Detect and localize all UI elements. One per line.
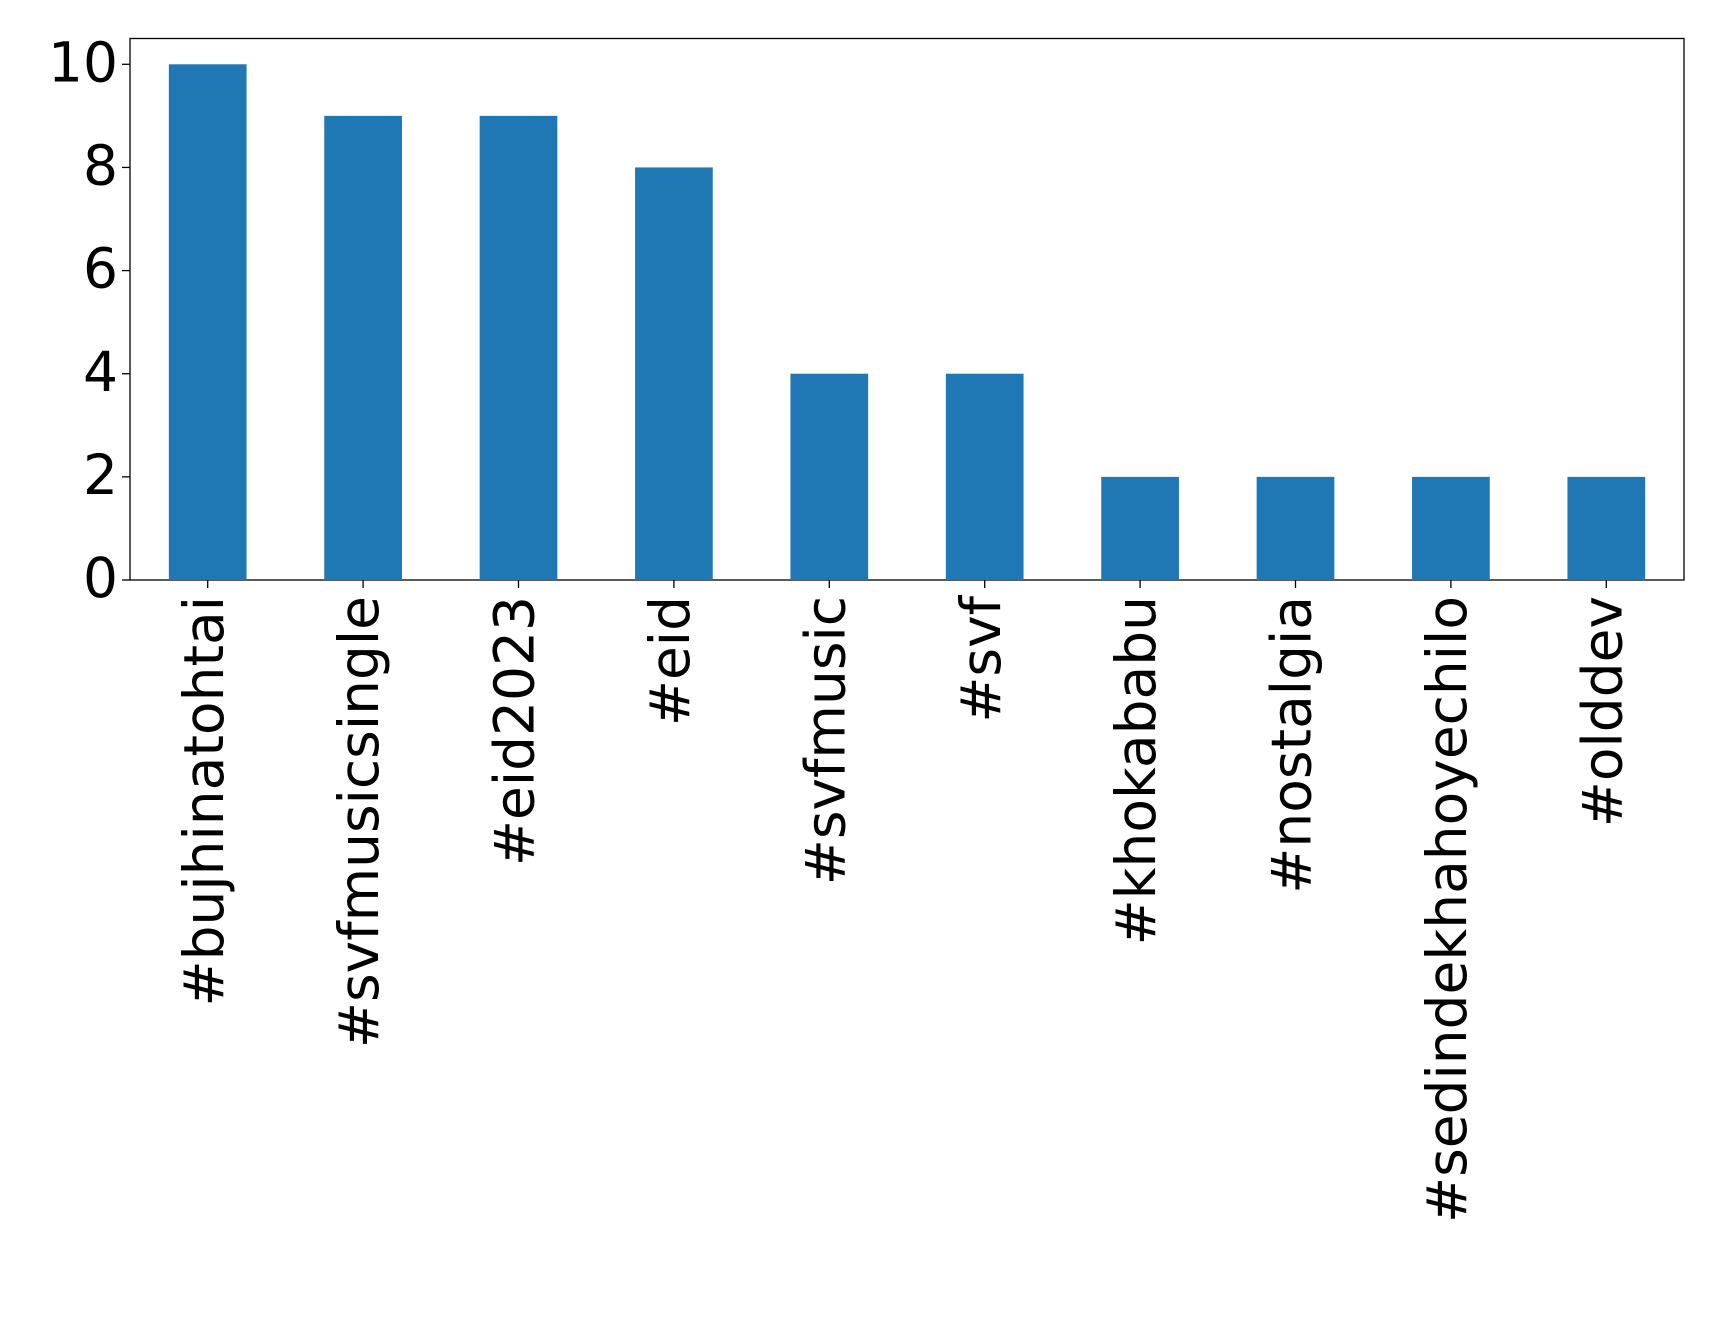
bar bbox=[479, 115, 558, 580]
bar bbox=[790, 373, 869, 580]
x-tick-label: #sedindekhahoyechilo bbox=[1415, 596, 1479, 1223]
y-tick-label: 4 bbox=[83, 340, 118, 404]
bar bbox=[1256, 476, 1335, 580]
x-tick-label: #nostalgia bbox=[1260, 596, 1324, 894]
y-tick-label: 10 bbox=[48, 30, 118, 94]
bar bbox=[1412, 476, 1490, 580]
plot-frame bbox=[129, 37, 1685, 581]
x-tick-label: #svf bbox=[949, 594, 1013, 722]
x-tick-label: #svfmusicsingle bbox=[327, 596, 391, 1048]
bar bbox=[945, 373, 1024, 580]
bar bbox=[324, 115, 402, 580]
bar bbox=[1567, 476, 1646, 580]
bar bbox=[1101, 476, 1179, 580]
y-tick-label: 8 bbox=[83, 134, 118, 198]
x-tick-label: #svfmusic bbox=[793, 596, 857, 885]
x-tick-label: #khokababu bbox=[1104, 596, 1168, 945]
y-tick-label: 2 bbox=[83, 443, 118, 507]
x-tick-label: #eid bbox=[638, 596, 702, 726]
bar bbox=[168, 64, 247, 581]
x-tick-label: #eid2023 bbox=[483, 596, 547, 866]
x-tick-label: #bujhinatohtai bbox=[172, 596, 236, 1006]
y-tick-label: 6 bbox=[83, 237, 118, 301]
y-tick-label: 0 bbox=[83, 546, 118, 610]
x-tick-label: #olddev bbox=[1570, 596, 1634, 827]
bar bbox=[635, 167, 713, 580]
